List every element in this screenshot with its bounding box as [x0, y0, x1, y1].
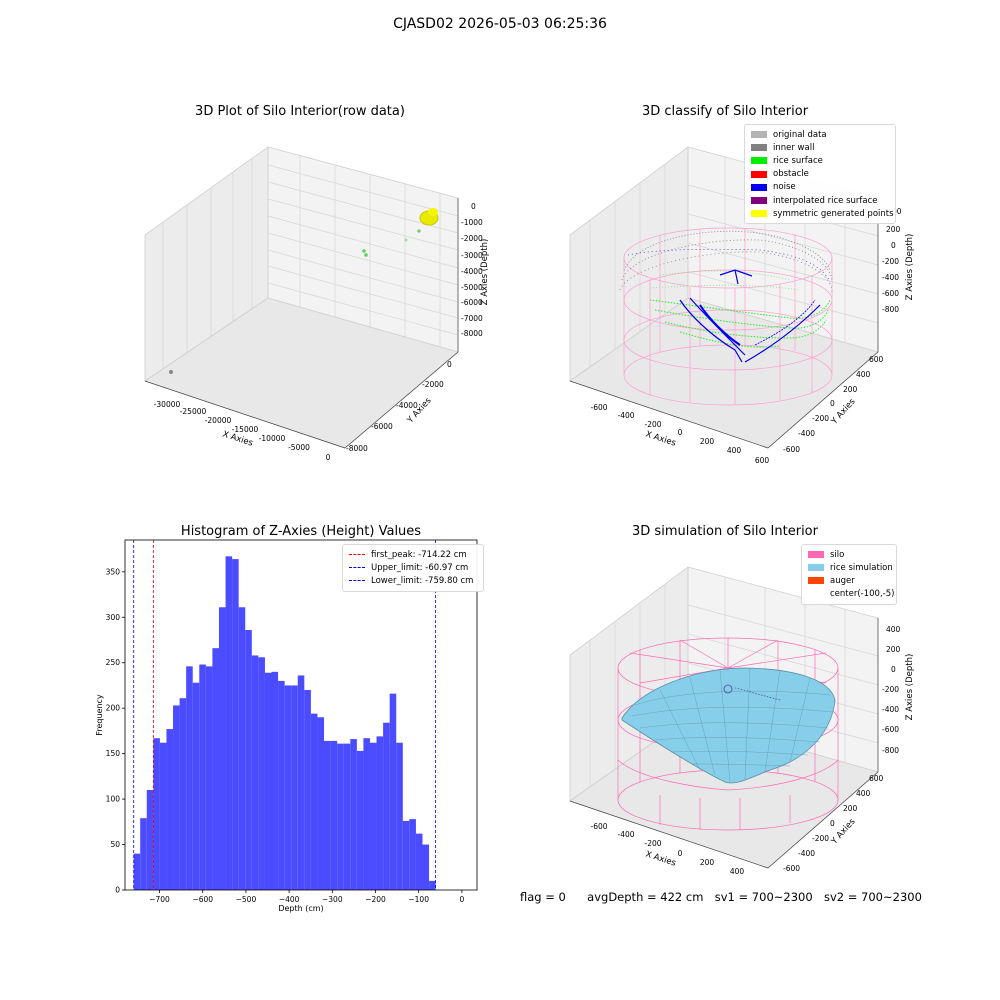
sv2-text: sv2 = 700~2300: [823, 890, 922, 904]
legend-item: inner wall: [751, 141, 889, 154]
histogram-bar: [173, 705, 180, 890]
legend-item: interpolated rice surface: [751, 194, 889, 207]
histogram-bar: [212, 648, 219, 890]
histogram-bar: [205, 666, 213, 890]
histogram-bar: [146, 790, 154, 890]
histogram-bar: [429, 880, 436, 890]
histogram-bar: [166, 729, 174, 890]
legend-item: rice surface: [751, 154, 889, 167]
hist-frame: [124, 539, 478, 891]
panel1-title: 3D Plot of Silo Interior(row data): [195, 104, 405, 119]
histogram-bar: [232, 559, 239, 890]
legend-item: original data: [751, 128, 889, 141]
histogram-bar: [396, 742, 403, 890]
histogram-bar: [324, 740, 331, 890]
legend-item: rice simulation: [808, 561, 893, 574]
histogram-bar: [369, 742, 377, 890]
histogram-bar: [383, 722, 390, 890]
histogram-legend: first_peak: -714.22 cm Upper_limit: -60.…: [342, 544, 484, 592]
hist-ytick-label: 250: [106, 658, 121, 667]
histogram-bar: [264, 672, 272, 890]
avg-depth-text: avgDepth = 422 cm: [587, 890, 704, 904]
histogram-bar: [422, 844, 430, 890]
histogram-bar: [310, 713, 318, 890]
histogram-bar: [225, 556, 233, 890]
hist-xtick-label: −200: [365, 895, 386, 904]
panel4-title: 3D simulation of Silo Interior: [632, 524, 818, 539]
hist-xtick-label: −100: [408, 895, 429, 904]
legend-item: auger: [808, 574, 890, 587]
hist-ytick-label: 300: [106, 613, 121, 622]
hist-xtick-label: 0: [459, 895, 464, 904]
histogram-bar: [291, 685, 298, 890]
histogram-bar: [376, 736, 384, 890]
histogram-bar: [153, 738, 160, 890]
histogram-bar: [356, 750, 364, 890]
histogram-bar: [218, 607, 226, 890]
hist-ylabel: Frequency: [95, 694, 104, 736]
panel3-title: Histogram of Z-Axies (Height) Values: [180, 524, 422, 539]
hist-xtick-label: −300: [322, 895, 343, 904]
hist-ytick-label: 200: [106, 704, 121, 713]
legend-item: obstacle: [751, 168, 889, 181]
histogram-bar: [251, 655, 259, 890]
histogram-bar: [199, 664, 206, 890]
status-line: flag = 0 avgDepth = 422 cm sv1 = 700~230…: [520, 890, 922, 904]
histogram-bar: [350, 739, 357, 890]
histogram-bar: [343, 743, 351, 890]
histogram-bar: [245, 630, 252, 890]
histogram-bar: [402, 820, 410, 890]
hist-ytick-label: 350: [106, 567, 121, 576]
histogram-bar: [330, 740, 338, 890]
legend-item: center(-100,-5): [830, 589, 895, 600]
legend-item: Lower_limit: -759.80 cm: [349, 574, 477, 587]
legend-item: silo: [808, 548, 890, 561]
hist-ytick-label: 0: [115, 886, 120, 895]
panel4-legend: silo rice simulation auger center(-100,-…: [801, 544, 897, 605]
histogram-bar: [140, 818, 147, 890]
histogram-bar: [337, 743, 344, 890]
histogram-bar: [186, 666, 193, 890]
hist-xtick-label: −600: [192, 895, 213, 904]
hist-xtick-label: −700: [149, 895, 170, 904]
sv1-text: sv1 = 700~2300: [714, 890, 813, 904]
legend-item: first_peak: -714.22 cm: [349, 548, 477, 561]
histogram-bar: [159, 742, 167, 890]
hist-ytick-label: 50: [110, 840, 120, 849]
histogram-bar: [415, 833, 423, 890]
histogram-bar: [258, 657, 265, 890]
histogram-bar: [179, 698, 187, 890]
histogram-bar: [304, 690, 311, 890]
legend-item: symmetric generated points: [751, 207, 894, 220]
hist-xlabel: Depth (cm): [278, 904, 323, 913]
histogram-bar: [409, 819, 416, 890]
histogram-bar: [271, 671, 279, 890]
histogram-bar: [284, 685, 292, 890]
histogram-bar: [297, 675, 305, 890]
histogram-bar: [133, 853, 141, 890]
hist-xtick-label: −400: [279, 895, 300, 904]
flag-text: flag = 0: [520, 890, 566, 904]
histogram-bar: [389, 693, 397, 890]
hist-ytick-label: 150: [106, 749, 121, 758]
panel2-title: 3D classify of Silo Interior: [641, 104, 809, 119]
histogram-bar: [363, 738, 370, 890]
figure-suptitle: CJASD02 2026-05-03 06:25:36: [393, 16, 607, 32]
histogram-bar: [238, 607, 246, 890]
panel2-legend: original data inner wall rice surface ob…: [744, 124, 896, 225]
histogram-bar: [317, 717, 325, 890]
histogram-bar: [278, 680, 285, 890]
histogram-bar: [192, 682, 200, 890]
hist-ytick-label: 100: [106, 795, 121, 804]
legend-item: noise: [751, 181, 889, 194]
legend-item: Upper_limit: -60.97 cm: [349, 561, 477, 574]
hist-xtick-label: −500: [236, 895, 257, 904]
